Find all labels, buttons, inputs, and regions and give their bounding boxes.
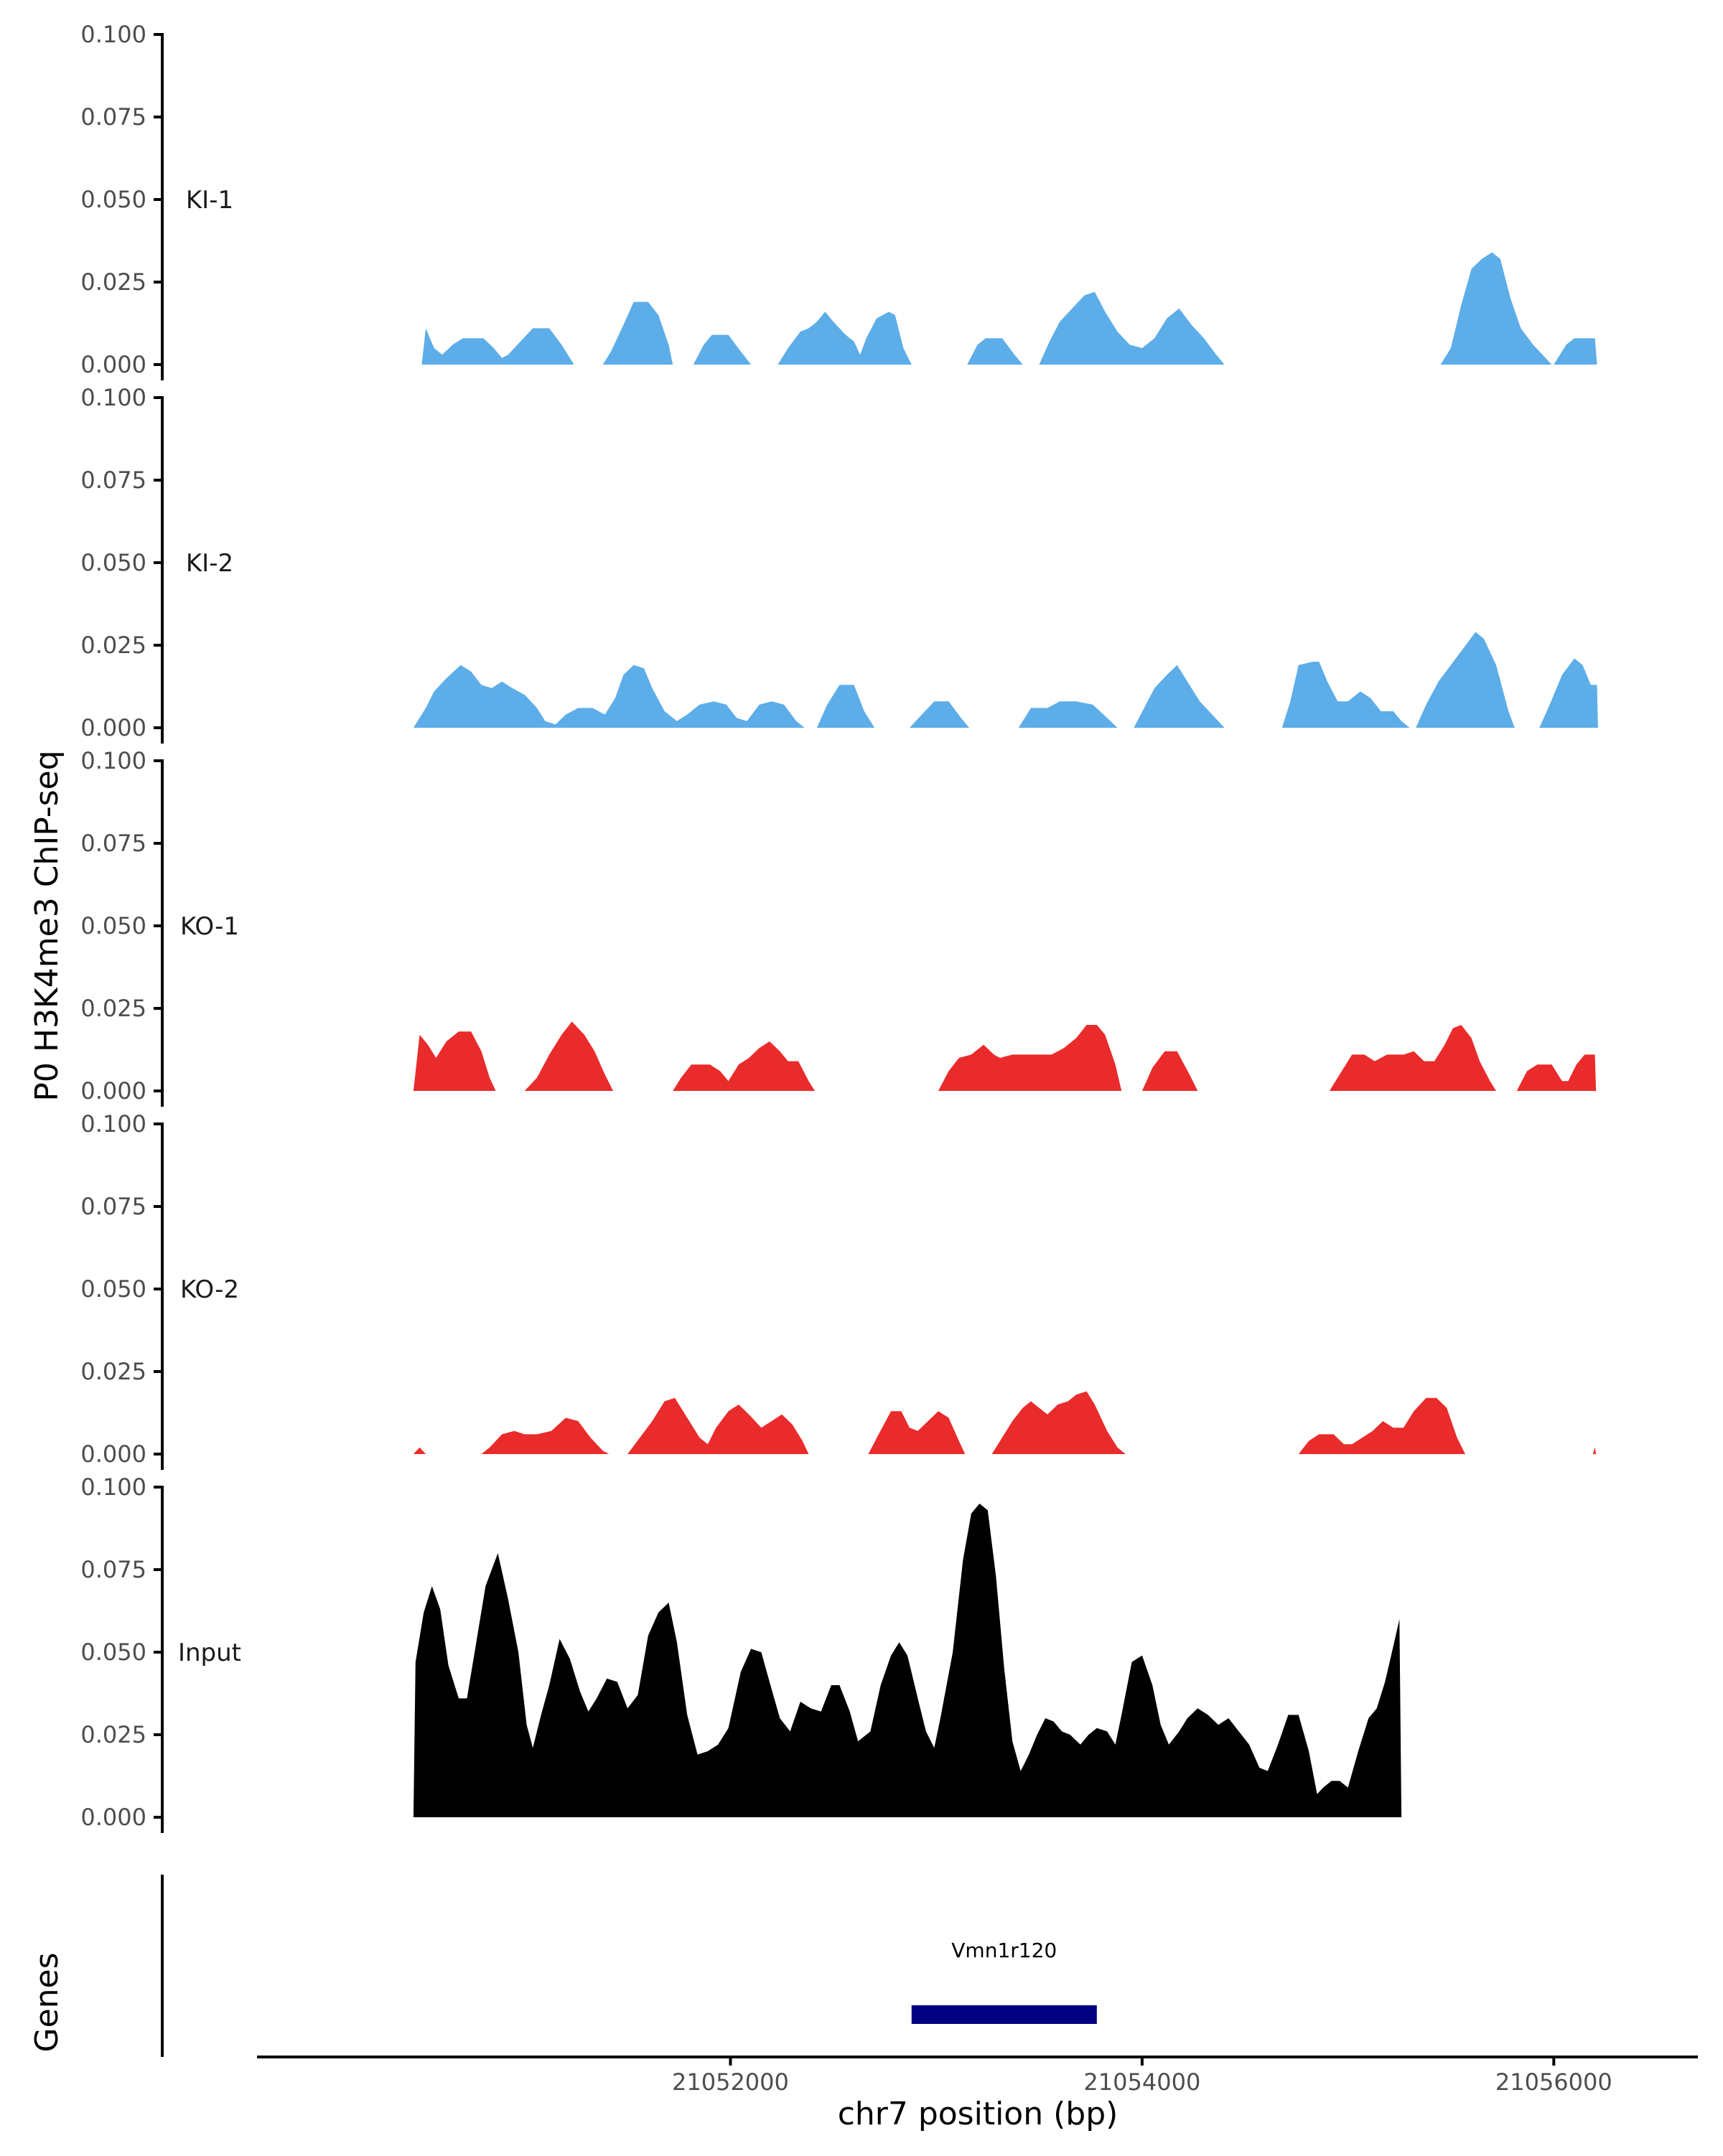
coverage-area [868,1411,966,1454]
coverage-area [1018,701,1118,728]
coverage-area [1516,1054,1597,1091]
coverage-area [413,665,805,728]
gene-label: Vmn1r120 [951,1939,1057,1962]
coverage-area [1554,338,1597,365]
track-ko-1: 0.000 0.025 0.050 0.075 0.100 KO-1 [80,747,1597,1107]
coverage-area [413,1504,1402,1817]
coverage-area [1134,665,1225,728]
coverage-area [1539,658,1598,728]
y-tick-label: 0.100 [80,747,146,774]
y-tick-label: 0.050 [80,1639,146,1666]
track-ko-2: 0.000 0.025 0.050 0.075 0.100 KO-2 [80,1110,1597,1470]
y-tick-label: 0.000 [80,714,146,741]
y-tick-label: 0.075 [80,1193,146,1220]
coverage-area [1416,632,1515,728]
y-tick-label: 0.075 [80,830,146,857]
genes-axis-title: Genes [29,1952,65,2052]
y-tick-label: 0.075 [80,1556,146,1583]
coverage-area [1592,1447,1597,1454]
coverage-area [481,1417,610,1454]
y-tick-label: 0.025 [80,268,146,296]
track-label: KI-2 [186,549,233,578]
coverage-area [967,338,1023,365]
coverage-area [938,1025,1122,1091]
coverage-area [1440,252,1552,365]
y-tick-label: 0.075 [80,467,146,494]
y-tick-label: 0.100 [80,1473,146,1501]
coverage-area [413,1447,426,1454]
coverage-area [627,1397,809,1454]
track-label: KI-1 [186,186,233,215]
y-tick-label: 0.025 [80,995,146,1022]
y-tick-label: 0.100 [80,1110,146,1138]
coverage-area [778,311,912,365]
y-tick-label: 0.025 [80,632,146,659]
coverage-area [421,328,574,365]
y-tick-label: 0.000 [80,1804,146,1831]
track-label: KO-2 [180,1275,239,1304]
coverage-area [909,701,969,728]
tracks-layer: 0.0000.0250.0500.0750.100KI-10.0000.0250… [80,21,1598,1833]
coverage-area [602,301,673,365]
x-tick-label: 21056000 [1495,2068,1612,2096]
coverage-area [524,1021,613,1091]
y-tick-label: 0.000 [80,1440,146,1468]
x-tick-label: 21054000 [1083,2068,1200,2096]
track-label: KO-1 [180,912,239,941]
coverage-area [1281,662,1410,728]
coverage-area [673,1041,815,1091]
gene-track: Vmn1r120 [161,1875,1097,2057]
track-ki-1: 0.000 0.025 0.050 0.075 0.100 KI-1 [80,21,1597,380]
y-tick-label: 0.100 [80,21,146,48]
y-tick-label: 0.050 [80,549,146,576]
y-tick-label: 0.000 [80,351,146,378]
y-tick-label: 0.075 [80,103,146,131]
y-tick-label: 0.025 [80,1721,146,1748]
y-tick-label: 0.100 [80,384,146,411]
coverage-area [1039,291,1225,365]
track-label: Input [178,1639,241,1667]
y-tick-label: 0.000 [80,1077,146,1105]
y-tick-label: 0.050 [80,912,146,939]
y-tick-label: 0.050 [80,186,146,213]
coverage-area [816,685,875,728]
gene-bar [911,2005,1097,2024]
x-axis: 21052000 21054000 21056000 [257,2056,1698,2096]
coverage-area [991,1391,1126,1454]
x-tick-label: 21052000 [672,2068,789,2096]
x-axis-title: chr7 position (bp) [838,2096,1119,2132]
y-axis-title: P0 H3K4me3 ChIP-seq [29,750,65,1101]
coverage-area [1141,1051,1198,1091]
y-tick-label: 0.025 [80,1358,146,1385]
y-tick-label: 0.050 [80,1275,146,1303]
coverage-area [1298,1397,1465,1454]
coverage-area [693,334,752,365]
coverage-area [1329,1025,1496,1091]
track-input: 0.000 0.025 0.050 0.075 0.100 Input [80,1473,1402,1833]
track-ki-2: 0.000 0.025 0.050 0.075 0.100 KI-2 [80,384,1598,744]
coverage-area [413,1031,496,1091]
